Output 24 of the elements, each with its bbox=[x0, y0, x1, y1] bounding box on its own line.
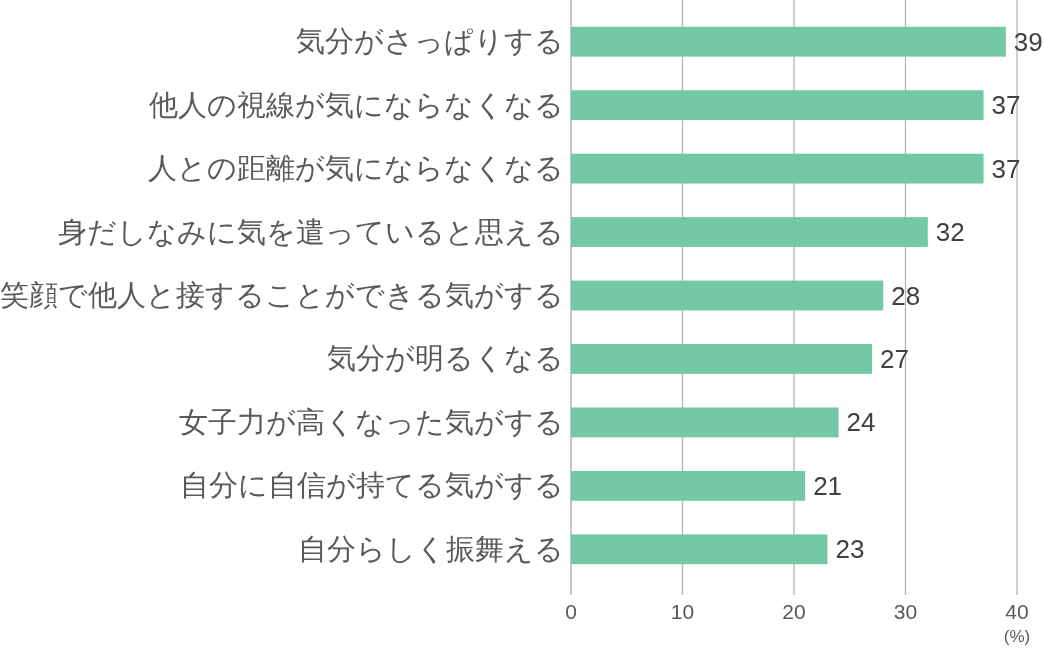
data-label: 24 bbox=[846, 407, 876, 438]
data-label: 32 bbox=[935, 217, 965, 248]
y-tick-label: 女子力が高くなった気がする bbox=[179, 405, 564, 439]
y-tick-label: 自分に自信が持てる気がする bbox=[180, 469, 564, 503]
data-label: 28 bbox=[891, 280, 921, 311]
y-tick-label: 人との距離が気にならなくなる bbox=[148, 152, 564, 186]
y-tick-label: 自分らしく振舞える bbox=[298, 532, 564, 566]
data-label: 39 bbox=[1013, 26, 1043, 57]
y-tick-label: 気分が明るくなる bbox=[327, 342, 564, 376]
data-label: 37 bbox=[991, 153, 1021, 184]
x-tick-label: 40 bbox=[1005, 600, 1029, 623]
data-label: 21 bbox=[813, 470, 843, 501]
x-tick-label: 0 bbox=[565, 600, 577, 623]
y-tick-label: 身だしなみに気を遣っていると思える bbox=[58, 215, 564, 249]
data-label: 37 bbox=[991, 90, 1021, 121]
data-label: 27 bbox=[880, 343, 909, 374]
y-tick-label: 笑顔で他人と接することができる気がする bbox=[0, 279, 564, 312]
x-tick-label: 20 bbox=[782, 600, 806, 623]
data-label: 23 bbox=[835, 534, 865, 565]
x-tick-label: 10 bbox=[670, 600, 695, 623]
y-tick-label: 他人の視線が気にならなくなる bbox=[149, 88, 564, 122]
x-tick-label: 30 bbox=[893, 600, 918, 623]
y-tick-label: 気分がさっぱりする bbox=[296, 25, 564, 59]
x-axis-title: (%) bbox=[1003, 627, 1031, 646]
